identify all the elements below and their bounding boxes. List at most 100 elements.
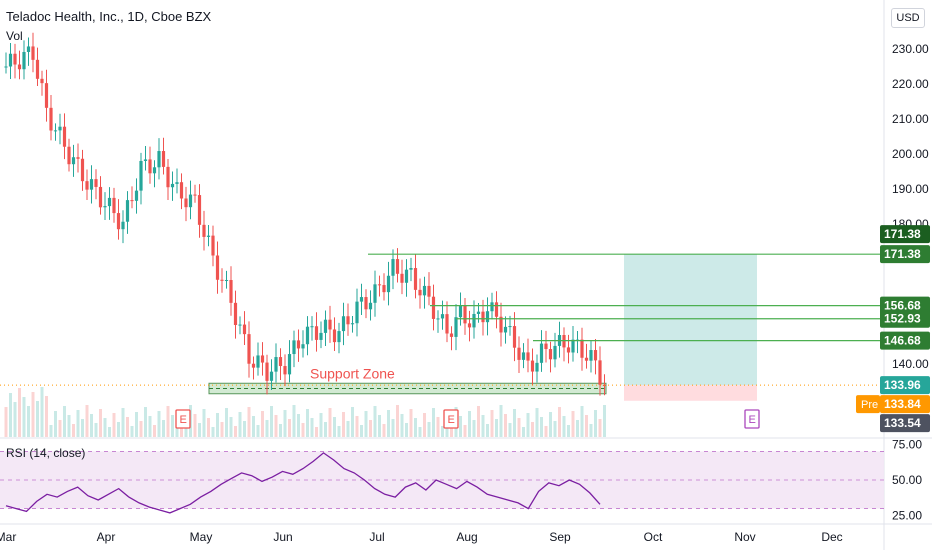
- volume-bar: [382, 424, 386, 437]
- candle-body: [233, 302, 238, 326]
- candle-body: [44, 83, 49, 108]
- candle-body: [85, 181, 89, 190]
- volume-bar: [603, 405, 606, 437]
- volume-bar: [283, 410, 287, 437]
- resistance-price-label: 171.38: [884, 247, 921, 261]
- volume-bar: [427, 422, 431, 437]
- volume-bar: [216, 413, 219, 437]
- volume-bar: [540, 417, 543, 437]
- y-axis-tick-label: 200.00: [892, 147, 929, 161]
- candle-body: [287, 354, 292, 375]
- candle-body: [328, 319, 332, 330]
- volume-bar: [355, 416, 359, 437]
- support-zone-label: Support Zone: [310, 365, 395, 381]
- volume-bar: [526, 413, 530, 437]
- candle-body: [521, 352, 526, 360]
- earnings-marker-label: E: [749, 414, 756, 426]
- price-label-box: [880, 245, 930, 264]
- volume-bar: [292, 405, 296, 437]
- volume-bar: [238, 412, 242, 437]
- candle-body: [229, 280, 233, 303]
- candle-body: [80, 158, 85, 182]
- candle-body: [404, 269, 409, 283]
- volume-label: Vol: [6, 29, 23, 43]
- volume-bar: [198, 423, 201, 437]
- candle-body: [395, 259, 400, 274]
- volume-bar: [85, 405, 89, 437]
- volume-bar: [225, 408, 228, 437]
- candle-body: [224, 280, 229, 282]
- volume-bar: [351, 407, 354, 437]
- candle-body: [391, 259, 395, 276]
- candle-body: [355, 301, 359, 324]
- candle-body: [103, 206, 107, 208]
- candle-body: [346, 316, 350, 325]
- price-label-box: [880, 331, 930, 350]
- x-axis-tick-label: Apr: [97, 530, 116, 544]
- candle-body: [467, 323, 472, 328]
- earnings-marker-label: E: [180, 414, 187, 426]
- candle-body: [130, 200, 134, 202]
- volume-bar: [252, 416, 255, 437]
- volume-bar: [45, 396, 48, 437]
- candle-body: [445, 314, 449, 334]
- volume-bar: [112, 413, 116, 437]
- candle-body: [8, 53, 13, 67]
- candle-body: [305, 326, 310, 345]
- volume-bar: [58, 420, 62, 437]
- candle-body: [476, 311, 481, 314]
- volume-bar: [40, 387, 44, 437]
- earnings-marker: [744, 409, 760, 429]
- volume-bar: [171, 415, 174, 437]
- candle-body: [26, 46, 31, 52]
- volume-bar: [135, 412, 138, 437]
- volume-bar: [567, 425, 570, 437]
- volume-bar: [18, 388, 21, 437]
- volume-bar: [432, 408, 435, 437]
- stop-zone: [624, 385, 757, 401]
- volume-bar: [72, 424, 75, 437]
- candle-body: [553, 345, 557, 360]
- volume-bar: [117, 422, 120, 437]
- candle-body: [341, 316, 346, 332]
- volume-bar: [148, 416, 152, 437]
- candle-body: [125, 200, 130, 222]
- candle-body: [121, 221, 125, 230]
- candle-body: [175, 182, 179, 184]
- candle-body: [22, 51, 26, 70]
- earnings-marker-label: E: [448, 414, 455, 426]
- candle-body: [503, 326, 508, 333]
- candle-body: [17, 64, 22, 70]
- x-axis-tick-label: Jun: [273, 530, 292, 544]
- volume-bar: [337, 426, 341, 437]
- currency-button[interactable]: USD: [891, 8, 925, 28]
- candle-body: [107, 197, 112, 207]
- x-axis-tick-label: Mar: [0, 530, 16, 544]
- candle-body: [418, 289, 422, 296]
- candle-body: [301, 344, 305, 349]
- volume-bar: [490, 410, 494, 437]
- candle-body: [526, 352, 530, 361]
- x-axis-tick-label: May: [190, 530, 213, 544]
- volume-bar: [157, 411, 161, 437]
- volume-bar: [459, 416, 462, 437]
- candle-body: [238, 324, 242, 326]
- volume-bar: [144, 407, 147, 437]
- volume-bar: [486, 424, 489, 437]
- candle-body: [440, 314, 445, 319]
- candle-body: [94, 179, 98, 187]
- candle-body: [71, 157, 76, 165]
- candle-body: [314, 326, 319, 340]
- candle-body: [112, 197, 116, 214]
- volume-bar: [405, 423, 408, 437]
- volume-bar: [139, 421, 143, 437]
- volume-bar: [22, 397, 26, 437]
- volume-bar: [265, 420, 269, 437]
- volume-bar: [229, 417, 233, 437]
- candle-body: [431, 296, 436, 319]
- volume-bar: [513, 409, 516, 437]
- candle-body: [580, 339, 584, 358]
- candle-body: [485, 311, 490, 323]
- candle-body: [49, 107, 53, 131]
